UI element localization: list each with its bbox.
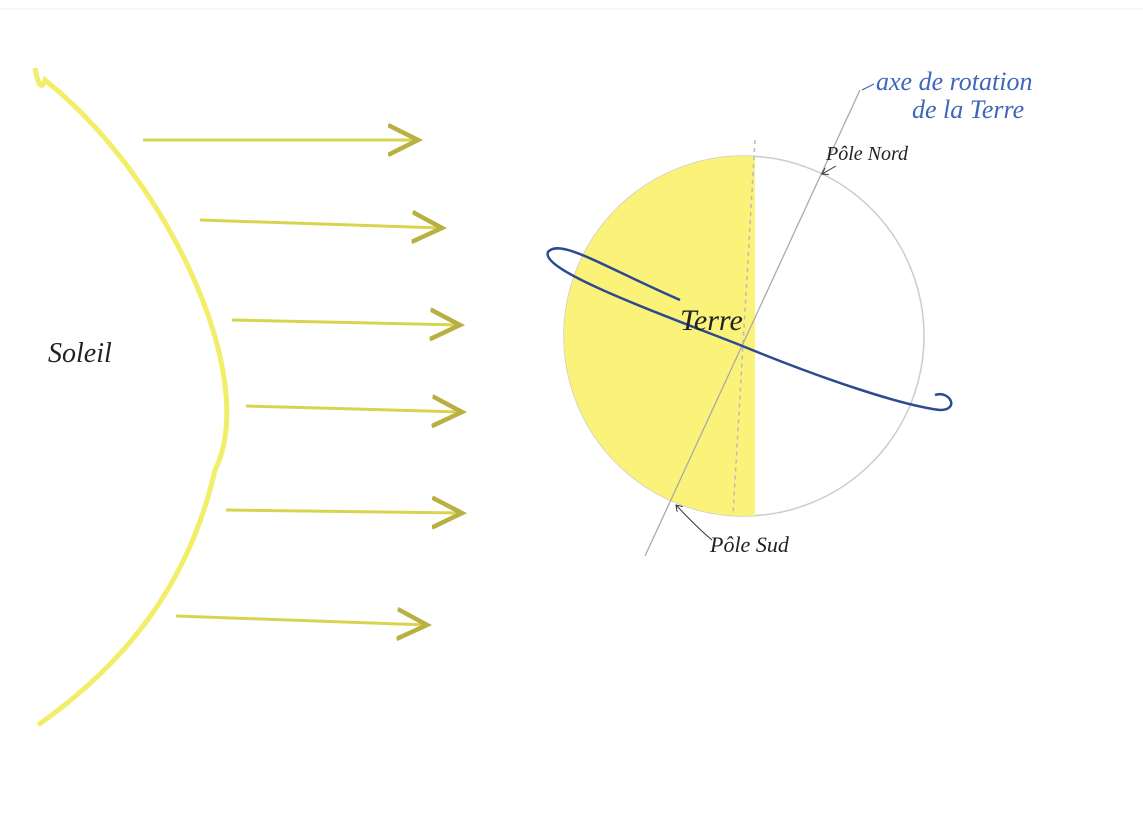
axis-label-line2: de la Terre: [912, 95, 1024, 124]
sun-label: Soleil: [48, 338, 112, 369]
earth-label: Terre: [680, 304, 743, 337]
ray: [226, 510, 462, 513]
diagram: Soleil Terre Pôle Nord Pôle Sud axe de r…: [0, 0, 1143, 813]
axis-label-pointer: [862, 84, 874, 90]
south-pole-label: Pôle Sud: [709, 532, 790, 557]
ray: [246, 406, 462, 412]
ray: [200, 220, 442, 228]
sun-edge: [35, 68, 227, 725]
axis-label-line1: axe de rotation: [876, 67, 1032, 96]
sun-rays: [143, 140, 462, 625]
ray: [232, 320, 460, 325]
ray: [176, 616, 427, 625]
north-pole-label: Pôle Nord: [825, 143, 909, 165]
